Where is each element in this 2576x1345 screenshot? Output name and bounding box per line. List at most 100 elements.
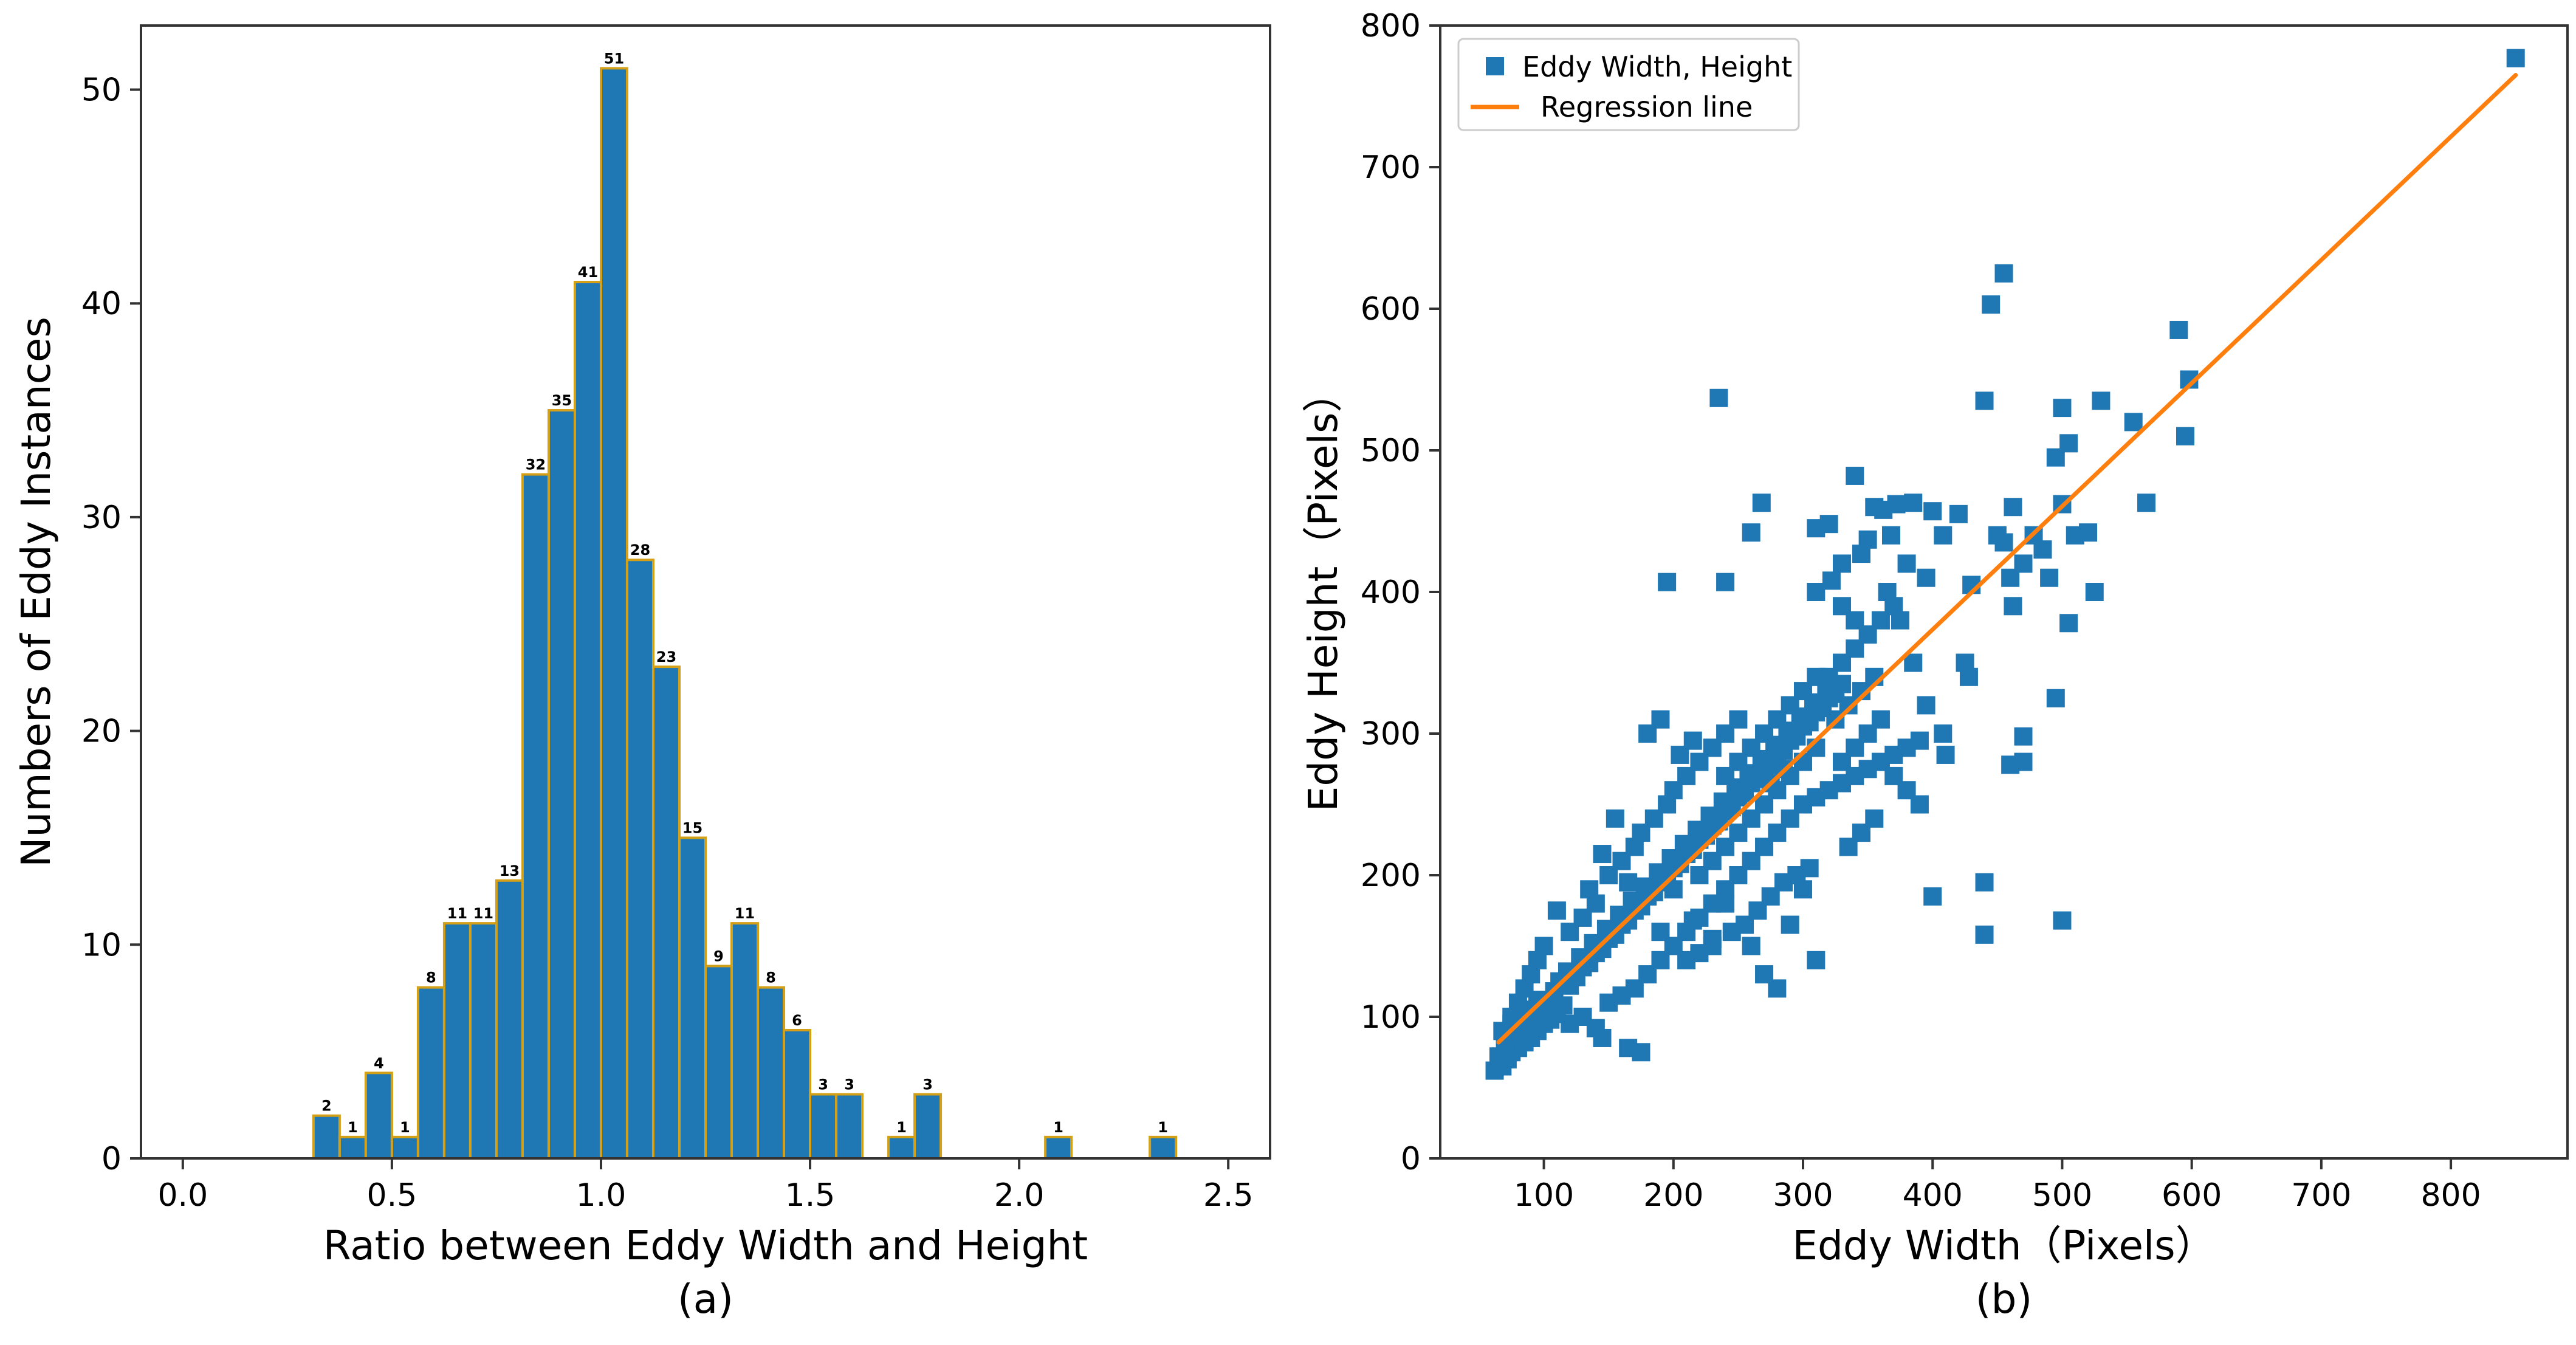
scatter-point [1949,504,1968,523]
scatter-point [1858,530,1877,549]
scatter-point [2169,320,2188,339]
histogram-bar-data-label: 1 [1158,1119,1168,1136]
x-tick-label: 300 [1773,1177,1833,1214]
scatter-point [1742,937,1760,955]
scatter-point [1528,951,1547,969]
scatter-point [1975,391,1994,410]
scatter-point [1755,965,1774,984]
scatter-point [2059,614,2078,633]
scatter-point [1632,1043,1650,1062]
histogram-bar [704,965,733,1160]
histogram-bar-data-label: 51 [604,50,624,67]
histogram-x-axis-label: Ratio between Eddy Width and Height [323,1222,1088,1269]
scatter-point [1606,809,1624,828]
histogram-bar [364,1072,393,1160]
histogram-bar-data-label: 13 [500,862,520,879]
histogram-bar [442,922,472,1160]
scatter-point [2014,727,2033,746]
x-tick-label: 0.0 [157,1177,208,1214]
scatter-point [2014,554,2033,573]
scatter-point [1934,724,1953,743]
scatter-point [1658,795,1677,814]
scatter-legend: Eddy Width, Height Regression line [1457,38,1800,131]
histogram-bar [1044,1135,1073,1160]
x-tick-label: 1.5 [785,1177,836,1214]
histogram-axes-frame [140,24,1271,1160]
scatter-point [2053,911,2072,930]
x-tick-label: 2.0 [994,1177,1045,1214]
histogram-bar [547,409,576,1160]
y-tick-label: 0 [101,1141,122,1177]
scatter-point [1683,911,1702,930]
y-tick-label: 50 [81,72,122,109]
x-tick-label: 600 [2162,1177,2222,1214]
scatter-axes-frame [1439,24,2569,1160]
x-tick-label: 400 [1903,1177,1963,1214]
histogram-bar [678,836,707,1160]
scatter-point [1878,583,1897,601]
histogram-bar-data-label: 9 [713,948,724,965]
scatter-point [1822,571,1841,590]
y-tick-label: 30 [81,500,122,536]
scatter-point [1910,795,1929,814]
y-tick-label: 700 [1361,150,1421,186]
y-tick-label: 20 [81,714,122,750]
histogram-bar-data-label: 1 [896,1119,907,1136]
y-tick-label: 800 [1361,8,1421,44]
scatter-point [1846,611,1864,630]
scatter-point [2046,689,2065,707]
histogram-bar [573,281,602,1160]
legend-label-scatter: Eddy Width, Height [1522,50,1792,83]
scatter-point [2001,755,2020,774]
scatter-point [1887,495,1906,514]
scatter-point [1651,923,1670,941]
histogram-bar-data-label: 2 [321,1098,332,1115]
scatter-point [1839,838,1858,856]
histogram-bar-data-label: 1 [1053,1119,1063,1136]
histogram-bar [338,1135,367,1160]
scatter-point [1819,515,1838,534]
histogram-bar-data-label: 11 [473,905,493,922]
histogram-bar [835,1093,864,1160]
scatter-point [1690,866,1709,884]
histogram-bar [1149,1135,1178,1160]
scatter-point [2124,413,2143,432]
x-tick-label: 200 [1643,1177,1703,1214]
scatter-x-ticks: 100 200 300 400 500 600 700 800 [1514,1158,2481,1214]
histogram-bar [651,666,681,1160]
scatter-y-ticks: 0 100 200 300 400 500 600 700 800 [1361,8,1440,1177]
scatter-point [1752,494,1771,512]
regression-line [1496,73,2518,1045]
scatter-point [1975,925,1994,944]
histogram-bar-data-label: 35 [552,392,572,409]
scatter-point [1994,533,2013,552]
histogram-bar [783,1028,812,1160]
histogram-bar-data-label: 15 [682,819,702,836]
scatter-point [1729,710,1748,729]
scatter-point [1975,873,1994,892]
legend-label-regression: Regression line [1540,91,1753,123]
scatter-panel: 100 200 300 400 500 600 700 800 0 100 200 300 400 50… [1300,8,2569,1323]
scatter-point [1917,696,1935,715]
y-tick-label: 400 [1361,574,1421,611]
scatter-point [1593,1028,1612,1047]
histogram-bar [521,473,550,1160]
histogram-bar-data-label: 11 [735,905,755,922]
scatter-point [1959,667,1978,686]
scatter-point [1807,667,1826,686]
scatter-point [1619,873,1638,892]
scatter-point [1994,264,2013,283]
scatter-point [2004,498,2022,517]
scatter-point [2506,49,2525,67]
scatter-point [1781,915,1799,934]
scatter-point [2059,434,2078,453]
panel-label-b: (b) [1976,1276,2032,1323]
histogram-bar-data-label: 41 [578,264,598,281]
x-tick-label: 1.0 [576,1177,627,1214]
y-tick-label: 300 [1361,716,1421,752]
histogram-bar-data-label: 1 [348,1119,358,1136]
histogram-bar-data-label: 6 [792,1012,802,1029]
scatter-point [1871,710,1890,729]
